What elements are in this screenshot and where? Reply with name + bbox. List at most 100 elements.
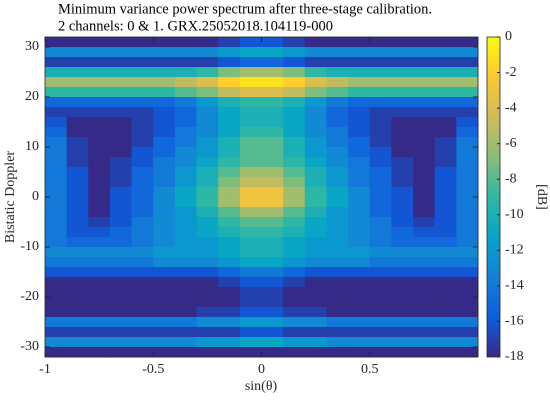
heatmap-cell: [413, 207, 436, 218]
heatmap-cell: [174, 307, 197, 318]
heatmap-cell: [434, 237, 457, 248]
heatmap-cell: [109, 157, 132, 168]
heatmap-cell: [413, 157, 436, 168]
heatmap-cell: [348, 157, 371, 168]
heatmap-cell: [109, 327, 132, 338]
heatmap-cell: [88, 147, 111, 158]
colorbar-tick-label: -2: [505, 65, 517, 80]
heatmap-cell: [153, 267, 176, 278]
heatmap-cell: [391, 47, 414, 58]
heatmap-cell: [261, 267, 284, 278]
heatmap-cell: [218, 77, 241, 88]
heatmap-cell: [131, 217, 154, 228]
heatmap-cell: [434, 77, 457, 88]
heatmap-cell: [413, 57, 436, 68]
heatmap-cell: [326, 187, 349, 198]
heatmap-cell: [88, 227, 111, 238]
heatmap-cell: [326, 287, 349, 298]
heatmap-cell: [261, 347, 284, 358]
heatmap-cell: [413, 317, 436, 328]
heatmap-cell: [434, 267, 457, 278]
heatmap-cell: [283, 217, 306, 228]
heatmap-cell: [239, 297, 262, 308]
heatmap-cell: [348, 227, 371, 238]
heatmap-cell: [369, 217, 392, 228]
heatmap-cell: [66, 237, 89, 248]
heatmap-cell: [239, 187, 262, 198]
heatmap-cell: [304, 107, 327, 118]
heatmap-cell: [434, 47, 457, 58]
heatmap-cell: [66, 187, 89, 198]
heatmap-cell: [196, 227, 219, 238]
heatmap-cell: [174, 227, 197, 238]
heatmap-cell: [131, 277, 154, 288]
heatmap-cell: [218, 207, 241, 218]
heatmap-cell: [283, 187, 306, 198]
heatmap-cell: [131, 37, 154, 48]
heatmap-cell: [153, 147, 176, 158]
heatmap-cell: [45, 277, 68, 288]
heatmap-cell: [391, 347, 414, 358]
heatmap-cell: [391, 237, 414, 248]
heatmap-cell: [218, 287, 241, 298]
heatmap-cell: [413, 197, 436, 208]
heatmap-cell: [109, 237, 132, 248]
y-tick-label: -10: [20, 239, 39, 254]
heatmap-cell: [153, 77, 176, 88]
heatmap-cell: [434, 187, 457, 198]
heatmap-cell: [456, 267, 479, 278]
heatmap-cell: [239, 317, 262, 328]
heatmap-cell: [283, 167, 306, 178]
heatmap-cell: [456, 87, 479, 98]
heatmap-cell: [348, 137, 371, 148]
heatmap-cell: [174, 217, 197, 228]
heatmap-cell: [239, 217, 262, 228]
heatmap-cell: [326, 227, 349, 238]
heatmap-cell: [196, 147, 219, 158]
heatmap-cell: [369, 307, 392, 318]
y-tick-label: -30: [20, 339, 39, 354]
heatmap-cell: [131, 287, 154, 298]
heatmap-cell: [131, 317, 154, 328]
heatmap-cell: [369, 157, 392, 168]
heatmap-cell: [304, 337, 327, 348]
heatmap-cell: [413, 287, 436, 298]
heatmap-cell: [174, 317, 197, 328]
heatmap-cell: [88, 307, 111, 318]
heatmap-cell: [434, 247, 457, 258]
heatmap-cell: [88, 237, 111, 248]
heatmap-cell: [283, 107, 306, 118]
heatmap-cell: [348, 237, 371, 248]
heatmap-cell: [304, 207, 327, 218]
heatmap-cell: [131, 207, 154, 218]
heatmap-cell: [326, 347, 349, 358]
heatmap-cell: [283, 87, 306, 98]
heatmap-cell: [109, 317, 132, 328]
heatmap-cell: [88, 257, 111, 268]
heatmap-cell: [66, 167, 89, 178]
heatmap-cell: [391, 117, 414, 128]
heatmap-cell: [66, 47, 89, 58]
heatmap-cell: [66, 277, 89, 288]
heatmap-cell: [283, 77, 306, 88]
heatmap-cell: [434, 57, 457, 68]
heatmap-cell: [326, 147, 349, 158]
heatmap-cell: [239, 287, 262, 298]
heatmap-cell: [304, 97, 327, 108]
heatmap-cell: [218, 307, 241, 318]
heatmap-cell: [456, 67, 479, 78]
heatmap-cell: [304, 127, 327, 138]
heatmap-cell: [434, 327, 457, 338]
heatmap-cell: [434, 97, 457, 108]
heatmap-cell: [348, 127, 371, 138]
heatmap-cell: [45, 317, 68, 328]
heatmap-cell: [45, 167, 68, 178]
heatmap-cell: [218, 87, 241, 98]
heatmap-cell: [239, 87, 262, 98]
heatmap-cell: [283, 127, 306, 138]
heatmap-cell: [456, 137, 479, 148]
heatmap-cell: [283, 347, 306, 358]
heatmap-cell: [456, 117, 479, 128]
heatmap-cell: [413, 127, 436, 138]
heatmap-cell: [413, 337, 436, 348]
